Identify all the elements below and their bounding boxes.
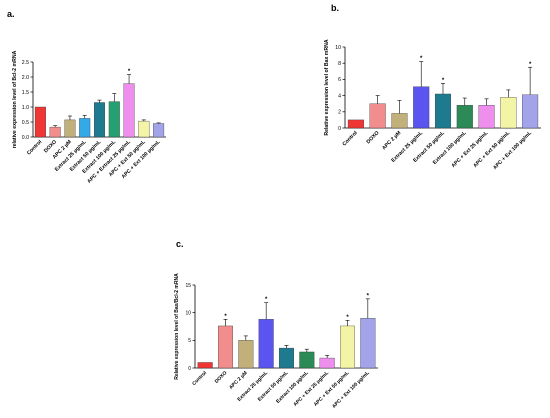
significance-star: * <box>442 78 445 84</box>
bar <box>138 120 150 138</box>
bar <box>360 318 376 369</box>
x-tick-label: APC + Ext 25 µg/mL <box>292 370 330 408</box>
x-tick-label: APC + Ext 100 µg/mL <box>492 130 533 171</box>
significance-star: * <box>420 56 423 62</box>
panel-label-b: b. <box>331 3 339 13</box>
x-tick-label: DOXO <box>366 130 381 145</box>
bar <box>153 123 165 138</box>
bar <box>64 119 76 138</box>
significance-star: * <box>224 314 227 320</box>
x-tick-label: APC 2 µM <box>381 130 402 151</box>
bar <box>500 97 517 129</box>
y-tick-label: 6 <box>338 77 341 83</box>
y-axis-label: relative expression level of Bcl-2 mRNA <box>12 50 18 148</box>
bar <box>34 106 46 138</box>
bar <box>94 102 105 138</box>
y-tick-label: 2 <box>338 110 341 116</box>
bar <box>413 86 430 129</box>
y-tick-label: 1.0 <box>22 105 29 111</box>
y-tick-label: 5 <box>188 338 191 344</box>
bar <box>434 93 452 129</box>
x-tick-label: Control <box>342 130 360 148</box>
y-tick-label: 1.5 <box>22 90 29 96</box>
y-tick-label: 0.0 <box>22 135 29 141</box>
y-tick-label: 2.5 <box>22 60 29 66</box>
significance-star: * <box>265 297 268 303</box>
y-tick-label: 2.0 <box>22 75 29 81</box>
bar <box>79 118 91 138</box>
bar <box>238 340 254 369</box>
y-tick-label: 10 <box>185 310 191 316</box>
significance-star: * <box>529 62 532 68</box>
x-tick-label: Control <box>191 370 208 387</box>
panel-label-c: c. <box>176 239 184 249</box>
bar <box>123 83 135 138</box>
y-tick-label: 15 <box>185 283 191 289</box>
x-tick-label: APC + Ext 100 µg/mL <box>331 370 371 410</box>
significance-star: * <box>128 69 131 75</box>
y-tick-label: 0.5 <box>22 120 29 126</box>
bar <box>218 325 233 369</box>
x-tick-label: Control <box>26 139 44 157</box>
bar <box>319 357 335 369</box>
panel-label-a: a. <box>7 9 15 19</box>
y-tick-label: 10 <box>335 45 341 51</box>
chart-2: 0 2 4 6 8 10 Relative expression level of Bax … <box>324 39 541 171</box>
bar <box>49 126 61 138</box>
significance-star: * <box>367 293 370 299</box>
y-tick-label: 8 <box>338 61 341 67</box>
x-tick-label: APC 2 µM <box>228 370 249 391</box>
bar <box>456 105 473 129</box>
y-axis-label: Relative expression level of Bax/Bcl-2 m… <box>174 273 180 380</box>
chart-1: 0.0 0.5 1.0 1.5 2.0 2.5 relative expression le… <box>12 50 166 185</box>
x-tick-label: APC + Ext 50 µg/mL <box>313 370 351 408</box>
bar <box>197 362 213 369</box>
bar <box>299 351 315 369</box>
bar <box>347 119 364 129</box>
bar <box>522 94 539 129</box>
bar <box>391 113 408 129</box>
bar <box>258 319 274 369</box>
y-tick-label: 4 <box>338 93 341 99</box>
bar <box>340 325 355 369</box>
bar <box>108 101 120 138</box>
significance-star: * <box>346 315 349 321</box>
x-tick-label: DOXO <box>214 370 229 385</box>
bar <box>478 105 495 129</box>
bar <box>279 347 294 369</box>
y-tick-label: 0 <box>188 366 191 372</box>
x-tick-label: APC + Ext 25 µg/mL <box>451 130 490 169</box>
x-tick-label: APC + Ext 50 µg/mL <box>472 130 511 169</box>
y-tick-label: 0 <box>338 126 341 132</box>
bar <box>369 103 386 129</box>
y-axis-label: Relative expression level of Bax mRNA <box>324 39 330 136</box>
chart-3: 0 5 10 15 Relative expression level of Bax/B… <box>174 273 378 410</box>
